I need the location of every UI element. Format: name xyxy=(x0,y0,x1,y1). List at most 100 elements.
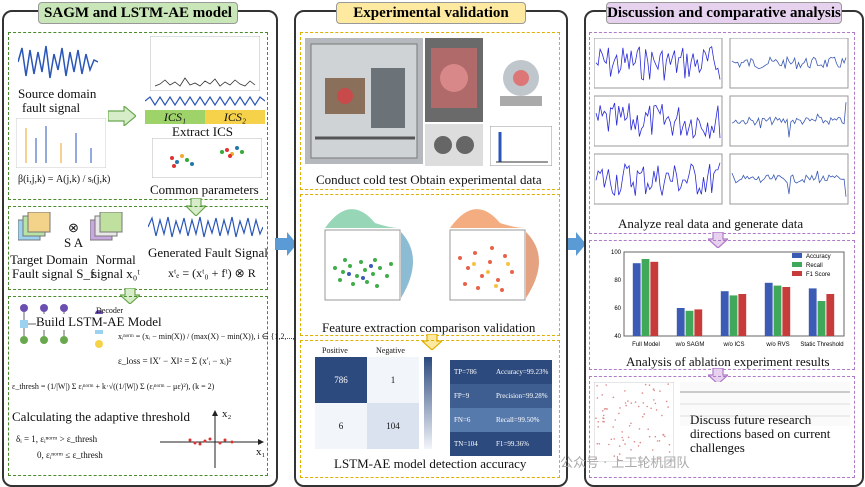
legend-label: F1 Score xyxy=(806,272,831,278)
metric-accuracy: Accuracy=99.23% xyxy=(492,360,552,384)
scatter-point xyxy=(642,402,645,404)
y-tick-label: 40 xyxy=(614,334,621,340)
scatter-point xyxy=(668,451,671,453)
scatter-point xyxy=(665,400,668,403)
waveform-line xyxy=(731,102,847,138)
scatter-point xyxy=(606,408,608,410)
scatter-point xyxy=(653,389,655,392)
middle-section-title: Experimental validation xyxy=(336,2,526,24)
right-section-title: Discussion and comparative analysis xyxy=(606,2,842,24)
legend-swatch xyxy=(792,271,802,276)
normal-signal-stack-icon xyxy=(90,212,123,241)
delta-formula-1: δᵢ = 1, εᵢⁿᵒʳᵐ > ε_thresh xyxy=(16,434,98,444)
feature-scatter-right xyxy=(449,209,539,301)
bar-recall xyxy=(729,295,738,336)
scatter-point xyxy=(598,443,601,445)
x-tick-label: Full Model xyxy=(632,342,660,348)
scatter-point xyxy=(627,436,630,439)
legend-label: Recall xyxy=(806,263,823,269)
scatter-point xyxy=(652,388,655,390)
bar-recall xyxy=(641,259,650,336)
scatter-point xyxy=(668,443,671,446)
ics-wave-plot xyxy=(145,95,265,107)
watermark: 公众号 · 上工轮机团队 xyxy=(560,456,690,471)
target-domain-stack-icon xyxy=(18,212,51,241)
bar-accuracy xyxy=(808,288,817,336)
scatter-point xyxy=(618,445,621,447)
discuss-scatter-thumbnail xyxy=(594,382,674,462)
scatter-point xyxy=(602,417,604,419)
scatter-point xyxy=(647,428,649,430)
feature-scatter-left xyxy=(324,209,413,301)
generated-signal-plot xyxy=(148,216,263,238)
scatter-point xyxy=(648,435,651,438)
metric-tp: TP=786 xyxy=(450,360,492,384)
scatter-point xyxy=(595,457,598,460)
scatter-point xyxy=(639,441,642,444)
norm-formula: xᵢⁿᵒʳᵐ = (xᵢ − min(X)) / (max(X) − min(X… xyxy=(118,332,303,341)
bar-recall xyxy=(773,285,782,336)
arrow-down-icon xyxy=(422,334,442,350)
compressor-photo xyxy=(425,38,483,122)
scatter-point xyxy=(654,402,657,405)
waveform-line xyxy=(595,102,721,139)
scatter-point xyxy=(643,413,645,415)
scatter-point xyxy=(651,449,654,451)
cold-test-label: Conduct cold test Obtain experimental da… xyxy=(316,172,542,187)
metric-f1: F1=99.36% xyxy=(492,432,552,456)
y-tick-label: 80 xyxy=(614,278,621,284)
arrow-right-icon xyxy=(564,232,586,256)
thresh-formula: ε_thresh = (1/|W|) Σ εᵢⁿᵒʳᵐ + k·√((1/|W|… xyxy=(12,382,215,391)
scatter-point xyxy=(624,390,626,392)
scatter-point xyxy=(664,435,666,438)
bar-f1-score xyxy=(782,287,791,336)
cm-cell: 1 xyxy=(367,357,419,403)
bar-accuracy xyxy=(632,263,641,336)
decoder-label: Decoder xyxy=(96,306,124,315)
scatter-point xyxy=(603,408,606,410)
scatter-point xyxy=(630,402,633,404)
scatter-point xyxy=(596,442,599,445)
cm-colorbar xyxy=(424,357,432,449)
scatter-point xyxy=(627,400,629,402)
bar-f1-score xyxy=(650,261,659,336)
scatter-point xyxy=(608,443,610,446)
scatter-point xyxy=(650,407,652,410)
scatter-point xyxy=(621,436,623,439)
arrow-right-icon xyxy=(275,232,297,256)
scatter-point xyxy=(653,399,655,401)
discuss-label-3: challenges xyxy=(690,440,745,455)
metric-recall: Recall=99.50% xyxy=(492,408,552,432)
metric-precision: Precision=99.28% xyxy=(492,384,552,408)
normal-label-2: signal x₀ᵗ xyxy=(92,266,140,281)
feature-cmp-label: Feature extraction comparison validation xyxy=(322,320,536,335)
test-rig-photo xyxy=(305,38,423,164)
scatter-point xyxy=(628,425,631,427)
scatter-point xyxy=(601,394,603,396)
threshold-axes-plot xyxy=(160,410,264,468)
scatter-point xyxy=(624,402,627,404)
scatter-point xyxy=(667,383,669,385)
scatter-point xyxy=(642,416,644,418)
waveform-frame xyxy=(729,95,849,147)
waveform-line xyxy=(595,162,721,197)
ablation-label: Analysis of ablation experiment results xyxy=(626,354,830,369)
scatter-point xyxy=(602,414,605,417)
generated-label: Generated Fault Signal xyxy=(148,245,268,260)
legend-swatch xyxy=(792,253,802,258)
scatter-point xyxy=(622,439,624,441)
lstm-ae-box xyxy=(8,296,268,476)
adaptive-threshold-label: Calculating the adaptive threshold xyxy=(12,409,190,424)
scatter-point xyxy=(605,407,607,410)
scatter-point xyxy=(595,417,597,419)
scatter-point xyxy=(656,440,659,442)
scatter-point xyxy=(610,438,613,441)
data-plot-thumbnail xyxy=(490,126,552,166)
scatter-point xyxy=(625,404,627,407)
cm-cell: 786 xyxy=(315,357,367,403)
scatter-point xyxy=(659,390,661,392)
signal-waveforms-plot xyxy=(594,38,849,205)
scatter-point xyxy=(619,407,621,409)
bar-recall xyxy=(817,301,826,336)
sagm-box xyxy=(8,32,268,200)
